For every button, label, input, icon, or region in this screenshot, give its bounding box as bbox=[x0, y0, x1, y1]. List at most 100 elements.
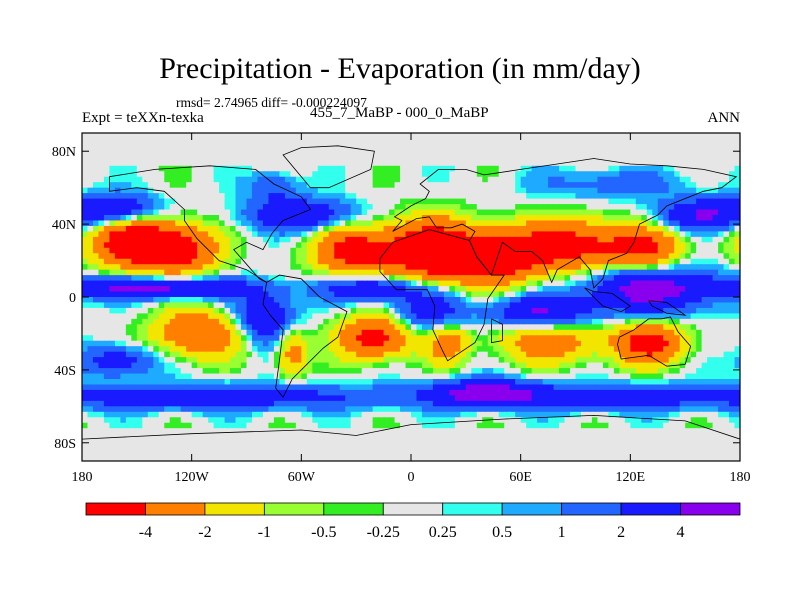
field-cell bbox=[279, 307, 286, 314]
field-cell bbox=[504, 225, 511, 232]
field-cell bbox=[630, 275, 637, 282]
field-cell bbox=[460, 340, 467, 347]
field-cell bbox=[262, 165, 270, 172]
field-cell bbox=[723, 149, 730, 156]
field-cell bbox=[526, 187, 533, 194]
field-cell bbox=[142, 346, 149, 353]
field-cell bbox=[262, 264, 270, 271]
field-cell bbox=[284, 346, 291, 353]
field-cell bbox=[394, 307, 401, 314]
field-cell bbox=[202, 357, 209, 364]
field-cell bbox=[262, 187, 270, 194]
field-cell bbox=[712, 236, 719, 243]
field-cell bbox=[630, 242, 637, 249]
field-cell bbox=[405, 351, 412, 358]
field-cell bbox=[537, 182, 544, 189]
field-cell bbox=[454, 143, 461, 150]
field-cell bbox=[202, 318, 209, 325]
field-cell bbox=[147, 225, 154, 232]
field-cell bbox=[718, 176, 725, 183]
field-cell bbox=[460, 165, 467, 172]
field-cell bbox=[208, 253, 215, 260]
field-cell bbox=[312, 357, 319, 364]
field-cell bbox=[334, 253, 341, 260]
field-cell bbox=[498, 198, 505, 205]
field-cell bbox=[712, 209, 719, 216]
field-cell bbox=[295, 280, 302, 287]
field-cell bbox=[175, 171, 182, 178]
field-cell bbox=[120, 236, 127, 243]
field-cell bbox=[663, 335, 670, 342]
field-cell bbox=[591, 220, 599, 227]
field-cell bbox=[663, 209, 670, 216]
field-cell bbox=[679, 280, 686, 287]
field-cell bbox=[268, 138, 275, 145]
field-cell bbox=[158, 253, 165, 260]
field-cell bbox=[400, 154, 407, 161]
field-cell bbox=[268, 275, 275, 282]
field-cell bbox=[191, 302, 198, 309]
field-cell bbox=[487, 154, 494, 161]
field-cell bbox=[394, 209, 401, 216]
field-cell bbox=[537, 143, 544, 150]
field-cell bbox=[701, 160, 708, 167]
field-cell bbox=[328, 247, 335, 254]
field-cell bbox=[685, 193, 692, 200]
field-cell bbox=[734, 220, 740, 227]
field-cell bbox=[125, 302, 132, 309]
field-cell bbox=[520, 160, 527, 167]
field-cell bbox=[487, 318, 494, 325]
field-cell bbox=[345, 302, 352, 309]
field-cell bbox=[191, 340, 198, 347]
field-cell bbox=[542, 324, 549, 331]
field-cell bbox=[707, 291, 714, 298]
field-cell bbox=[136, 154, 143, 161]
field-cell bbox=[690, 291, 697, 298]
field-cell bbox=[416, 143, 423, 150]
field-cell bbox=[246, 297, 253, 304]
field-cell bbox=[520, 209, 527, 216]
field-cell bbox=[262, 346, 270, 353]
field-cell bbox=[262, 143, 270, 150]
field-cell bbox=[345, 346, 352, 353]
field-cell bbox=[570, 143, 577, 150]
field-cell bbox=[690, 297, 697, 304]
field-cell bbox=[87, 258, 94, 265]
field-cell bbox=[531, 176, 538, 183]
field-cell bbox=[142, 215, 149, 222]
field-cell bbox=[685, 258, 692, 265]
field-cell bbox=[652, 307, 659, 314]
field-cell bbox=[290, 198, 297, 205]
field-cell bbox=[251, 286, 259, 293]
field-cell bbox=[235, 171, 242, 178]
field-cell bbox=[630, 182, 637, 189]
field-cell bbox=[630, 176, 637, 183]
field-cell bbox=[432, 297, 440, 304]
field-cell bbox=[509, 258, 516, 265]
field-cell bbox=[164, 307, 171, 314]
field-cell bbox=[580, 165, 588, 172]
field-cell bbox=[334, 182, 341, 189]
field-cell bbox=[498, 351, 505, 358]
field-cell bbox=[219, 176, 226, 183]
field-cell bbox=[449, 302, 456, 309]
field-cell bbox=[411, 258, 418, 265]
field-cell bbox=[372, 133, 379, 140]
field-cell bbox=[657, 275, 664, 282]
field-cell bbox=[405, 286, 412, 293]
field-cell bbox=[723, 220, 730, 227]
field-cell bbox=[701, 264, 708, 271]
field-cell bbox=[284, 329, 291, 336]
field-cell bbox=[82, 324, 89, 331]
field-cell bbox=[202, 280, 209, 287]
field-cell bbox=[498, 149, 505, 156]
field-cell bbox=[493, 187, 500, 194]
field-cell bbox=[213, 193, 220, 200]
field-cell bbox=[224, 138, 231, 145]
field-cell bbox=[356, 176, 363, 183]
field-cell bbox=[630, 269, 637, 276]
field-cell bbox=[153, 209, 160, 216]
field-cell bbox=[597, 307, 604, 314]
field-cell bbox=[498, 297, 505, 304]
